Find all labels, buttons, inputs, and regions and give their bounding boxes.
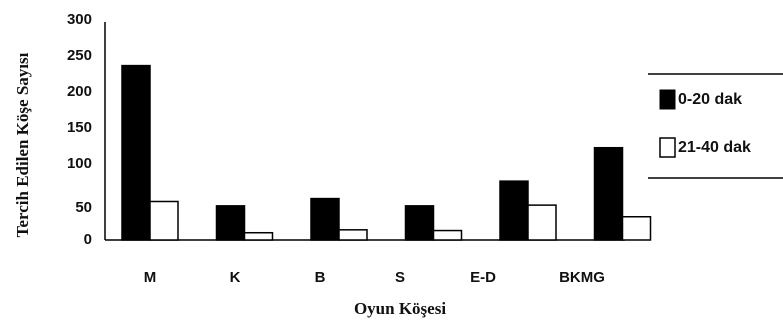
x-axis-title: Oyun Köşesi (354, 299, 446, 318)
y-tick-labels: 300 250 200 150 100 50 0 (67, 11, 92, 248)
legend-swatch-0-20 (659, 89, 676, 110)
y-tick-50: 50 (75, 199, 92, 216)
bar-bkmg-series-1 (593, 146, 624, 241)
bar-s-series-1 (404, 205, 435, 241)
plot-area (104, 22, 652, 241)
bar-k-series-2 (243, 231, 274, 241)
bar-m-series-2 (149, 200, 179, 241)
x-tick-s: S (395, 269, 405, 286)
bar-b-series-2 (338, 229, 368, 241)
x-tick-k: K (230, 269, 241, 286)
y-tick-100: 100 (67, 155, 92, 172)
bar-e-d-series-1 (499, 180, 529, 241)
x-tick-bkmg: BKMG (559, 269, 605, 286)
bar-k-series-1 (215, 205, 246, 241)
legend-swatch-21-40 (659, 137, 676, 158)
y-tick-0: 0 (84, 231, 92, 248)
x-tick-labels: M K B S E-D BKMG (144, 269, 605, 286)
legend-label-0-20: 0-20 dak (678, 91, 742, 108)
bar-b-series-1 (310, 197, 340, 241)
bar-bkmg-series-2 (621, 215, 652, 241)
y-tick-200: 200 (67, 83, 92, 100)
y-tick-300: 300 (67, 11, 92, 28)
y-axis-title: Tercih Edilen Köşe Sayısı (13, 52, 32, 237)
y-tick-250: 250 (67, 47, 92, 64)
y-tick-150: 150 (67, 119, 92, 136)
x-tick-b: B (315, 269, 326, 286)
legend: 0-20 dak 21-40 dak (648, 73, 783, 179)
x-tick-m: M (144, 269, 157, 286)
bar-s-series-2 (432, 229, 463, 241)
x-tick-e-d: E-D (470, 269, 496, 286)
bars-group (121, 64, 652, 241)
legend-label-21-40: 21-40 dak (678, 139, 751, 156)
bar-m-series-1 (121, 64, 151, 241)
bar-e-d-series-2 (527, 204, 557, 241)
